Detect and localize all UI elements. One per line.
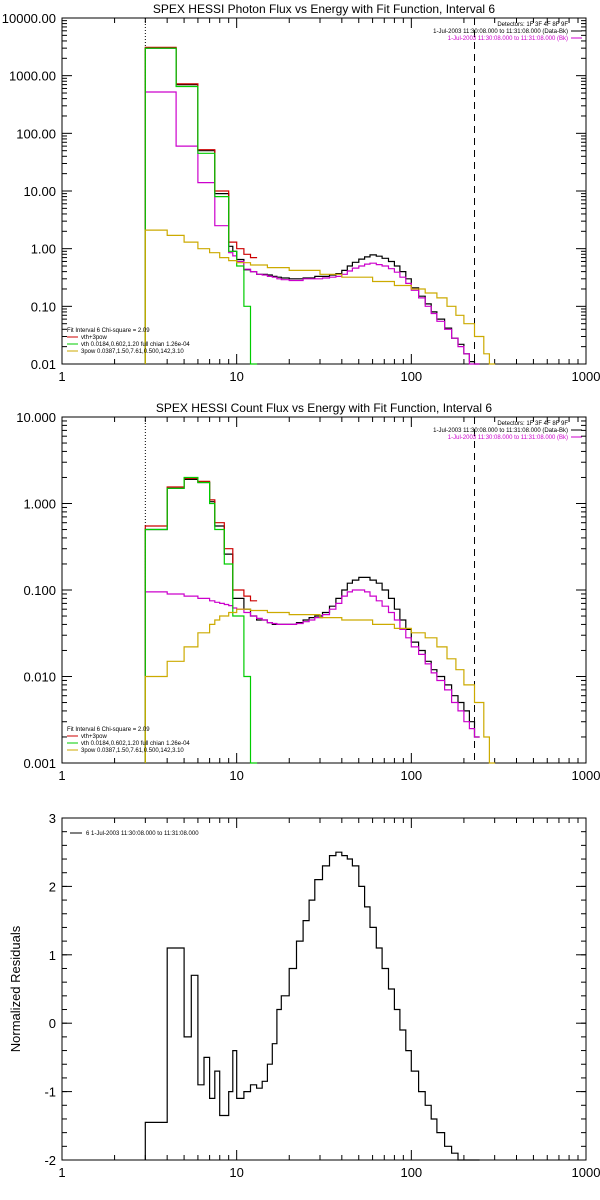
header-text-line: Detectors: 1F 3F 4F 8F 9F (497, 421, 568, 427)
y-tick-label: 0.100 (23, 583, 56, 598)
plot-frame (61, 17, 587, 365)
fit-legend-entry: 3pow 0.0387,1.50,7.61,0.500,142,3.10 (81, 748, 184, 754)
fit-legend-entry: vth 0.0184,0.602,1.20 full chian 1.26e-0… (81, 342, 190, 348)
series-line-1 (144, 91, 480, 365)
fit-legend-entry: vth+3pow (81, 734, 108, 740)
x-tick-label: 10 (229, 369, 243, 384)
series-line-3 (144, 47, 258, 365)
y-tick-label: 10.000 (16, 410, 56, 425)
x-tick-label: 1000 (572, 768, 600, 783)
header-text-line: 1-Jul-2003 11:30:08.000 to 11:31:08.000 … (433, 428, 568, 434)
x-tick-label: 1000 (572, 369, 600, 384)
series-line-0 (144, 851, 480, 1161)
residuals-panel: 1 10 100 1000 -2 -1 0 1 2 3 Normalized Residuals 6 … (8, 811, 600, 1180)
series-line-2 (144, 477, 258, 763)
y-tick-label: -1 (44, 1085, 56, 1100)
y-tick-label: -2 (44, 1153, 56, 1168)
header-text-line: Detectors: 1F 3F 4F 8F 9F (497, 22, 568, 28)
chart-title: SPEX HESSI Count Flux vs Energy with Fit… (156, 401, 492, 415)
y-tick-label: 0.010 (23, 670, 56, 685)
fit-legend-entry: 3pow 0.0387,1.50,7.61,0.500,142,3.10 (81, 349, 184, 355)
y-tick-label: 1.00 (31, 242, 56, 257)
fit-legend-entry: vth+3pow (81, 335, 108, 341)
y-tick-label: 0.001 (23, 756, 56, 771)
series-line-4 (144, 229, 496, 365)
y-tick-label: 10.00 (23, 184, 56, 199)
photon-flux-panel: SPEX HESSI Photon Flux vs Energy with Fi… (2, 2, 600, 384)
x-tick-label: 100 (400, 768, 422, 783)
y-tick-label: 0.01 (31, 357, 56, 372)
x-tick-label: 1 (58, 768, 65, 783)
series-line-0 (144, 47, 480, 365)
x-tick-label: 1000 (572, 1165, 600, 1180)
series-line-1 (144, 589, 480, 763)
fit-summary: Fit Interval 6 Chi-square = 2.09 (67, 328, 150, 334)
series-line-4 (144, 608, 496, 764)
chart-title: SPEX HESSI Photon Flux vs Energy with Fi… (153, 2, 495, 16)
x-tick-label: 10 (229, 1165, 243, 1180)
x-tick-label: 1 (58, 1165, 65, 1180)
y-tick-label: 0.10 (31, 299, 56, 314)
header-text-line: 1-Jul-2003 11:30:08.000 to 11:31:08.000 … (448, 435, 568, 441)
x-tick-label: 100 (400, 1165, 422, 1180)
plot-frame (61, 416, 587, 764)
y-tick-label: 100.00 (16, 126, 56, 141)
header-text-line: 1-Jul-2003 11:30:08.000 to 11:31:08.000 … (433, 29, 568, 35)
residual-legend-entry: 6 1-Jul-2003 11:30:08.000 to 11:31:08.00… (86, 831, 199, 837)
y-axis-label: Normalized Residuals (8, 925, 23, 1052)
y-tick-label: 1.000 (23, 497, 56, 512)
x-tick-label: 1 (58, 369, 65, 384)
fit-legend-entry: vth 0.0184,0.602,1.20 full chian 1.26e-0… (81, 741, 190, 747)
series-line-2 (144, 46, 258, 364)
count-flux-panel: SPEX HESSI Count Flux vs Energy with Fit… (16, 401, 600, 783)
x-tick-label: 10 (229, 768, 243, 783)
y-tick-label: 10000.00 (2, 11, 56, 26)
series-line-0 (144, 478, 480, 763)
header-text-line: 1-Jul-2003 11:30:08.000 to 11:31:08.000 … (448, 36, 568, 42)
y-tick-label: 1000.00 (9, 69, 56, 84)
y-tick-label: 1 (49, 948, 56, 963)
plot-frame (61, 817, 587, 1161)
y-tick-label: 0 (49, 1016, 56, 1031)
y-tick-label: 3 (49, 811, 56, 826)
y-tick-label: 2 (49, 879, 56, 894)
fit-summary: Fit Interval 6 Chi-square = 2.09 (67, 727, 150, 733)
x-tick-label: 100 (400, 369, 422, 384)
series-line-3 (144, 476, 258, 764)
